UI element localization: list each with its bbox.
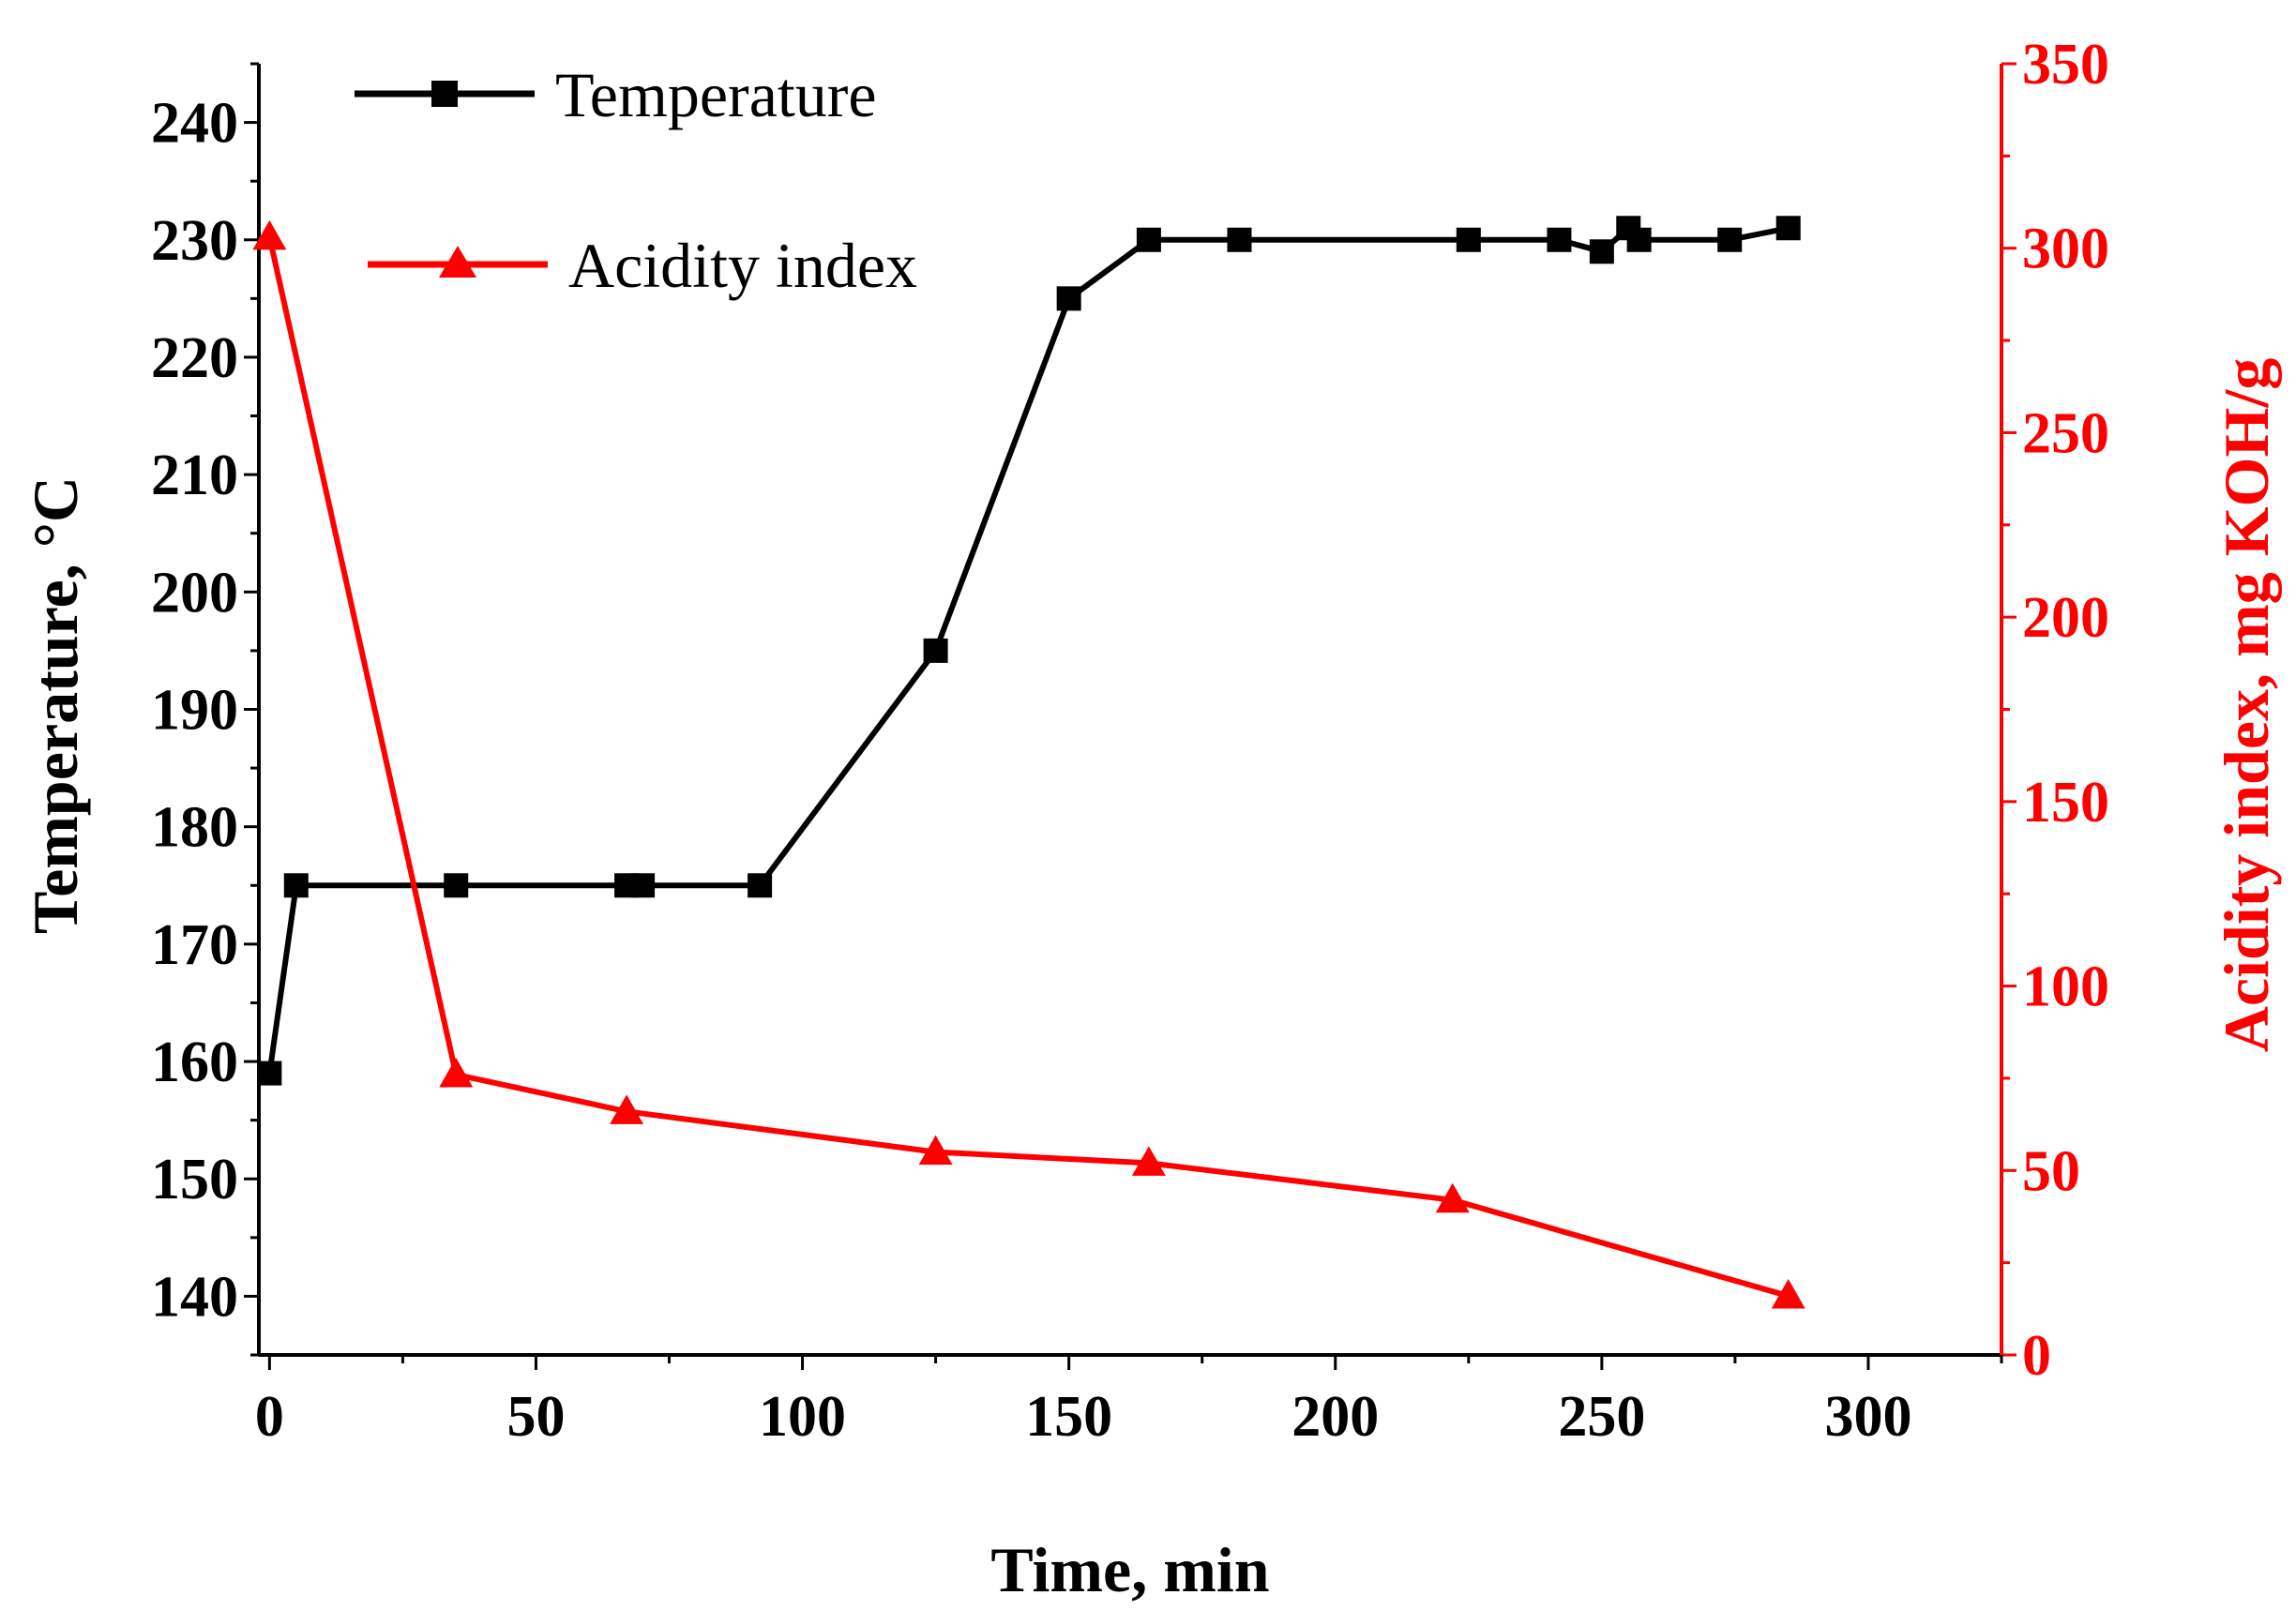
left-tick-label: 140: [151, 1265, 238, 1329]
x-axis-title: Time, min: [990, 1534, 1269, 1605]
temperature-point: [444, 873, 469, 898]
temperature-point: [1456, 227, 1481, 252]
temperature-point: [257, 1061, 282, 1086]
right-axis: 0 50 100 150 200 250 300 350: [2001, 33, 2109, 1388]
acidity-index-point: [918, 1135, 953, 1166]
legend-acidity-marker: [439, 246, 476, 278]
legend-temperature-label: Temperature: [555, 59, 877, 130]
acidity-index-point: [1131, 1146, 1166, 1176]
temperature-point: [1589, 239, 1614, 264]
temperature-point: [283, 873, 309, 898]
left-tick-label: 230: [151, 209, 238, 273]
left-axis-title: Temperature, °C: [20, 476, 91, 934]
temperature-point: [1136, 227, 1161, 252]
series-lines: [266, 225, 1790, 1299]
right-axis-title: Acidity index, mg KOH/g: [2211, 358, 2282, 1052]
x-tick-label: 0: [255, 1385, 284, 1449]
left-tick-label: 190: [151, 679, 238, 743]
temperature-point: [923, 638, 948, 663]
acidity-index-point: [1435, 1182, 1470, 1213]
temperature-point: [1717, 227, 1743, 252]
temperature-point: [748, 873, 773, 898]
temperature-point: [1547, 227, 1572, 252]
left-axis: 140 150 160 170 180 190 200 210 220 230 240: [151, 62, 259, 1357]
right-tick-label: 150: [2022, 771, 2109, 835]
temperature-point: [1626, 227, 1652, 252]
left-tick-label: 180: [151, 796, 238, 860]
temperature-point: [1775, 216, 1801, 241]
x-tick-label: 250: [1558, 1385, 1645, 1449]
acidity-index-point: [252, 219, 287, 250]
temperature-point: [630, 873, 656, 898]
left-tick-label: 150: [151, 1148, 238, 1211]
left-tick-label: 200: [151, 561, 238, 624]
temperature-point: [1227, 227, 1252, 252]
legend-temperature-marker: [431, 81, 458, 107]
temperature-line: [266, 225, 1790, 1075]
right-tick-label: 50: [2022, 1139, 2080, 1203]
x-tick-label: 150: [1025, 1385, 1112, 1449]
right-tick-label: 350: [2022, 33, 2109, 97]
right-tick-label: 250: [2022, 401, 2109, 465]
left-tick-label: 160: [151, 1031, 238, 1094]
left-tick-label: 170: [151, 913, 238, 977]
legend: Temperature Acidity index: [355, 59, 917, 301]
temperature-point: [1056, 286, 1081, 311]
right-tick-label: 100: [2022, 955, 2109, 1019]
right-tick-label: 300: [2022, 218, 2109, 281]
x-tick-label: 50: [506, 1385, 565, 1449]
right-tick-label: 200: [2022, 586, 2109, 650]
acidity-index-point: [1771, 1279, 1805, 1309]
right-tick-label: 0: [2022, 1324, 2051, 1388]
acidity-index-point: [610, 1094, 644, 1124]
x-axis: 0 50 100 150 200 250 300: [255, 1355, 2003, 1449]
legend-acidity-label: Acidity index: [568, 230, 917, 301]
left-tick-label: 220: [151, 326, 238, 390]
series-markers: [252, 216, 1805, 1309]
x-tick-label: 100: [759, 1385, 846, 1449]
left-tick-label: 210: [151, 444, 238, 507]
left-tick-label: 240: [151, 92, 238, 156]
x-tick-label: 200: [1292, 1385, 1379, 1449]
x-tick-label: 300: [1824, 1385, 1911, 1449]
acidity-index-point: [439, 1057, 474, 1088]
acidity-index-line: [266, 236, 1790, 1299]
